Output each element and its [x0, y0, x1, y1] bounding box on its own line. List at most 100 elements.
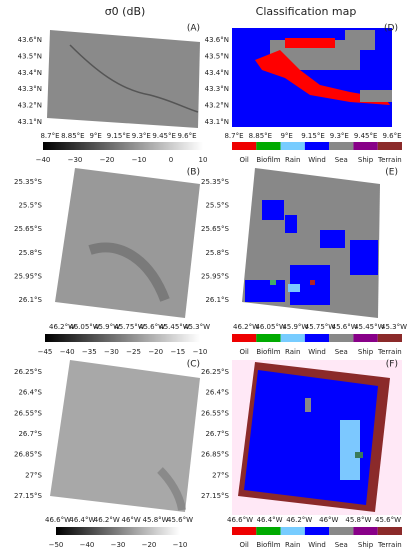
lon-tick-label: 45.8°W: [143, 516, 169, 524]
lat-tick-label: 25.5°S: [205, 202, 229, 210]
lon-tick-label: 45.6°W: [139, 323, 165, 331]
lat-tick-label: 43.4°N: [205, 69, 229, 77]
lat-tick-label: 43.3°N: [18, 85, 42, 93]
colorbar-tick-label: −15: [170, 348, 185, 356]
legend-label: Terrain: [377, 541, 402, 549]
lat-tick-label: 25.35°S: [201, 178, 230, 186]
lon-tick-label: 45.9°W: [94, 323, 120, 331]
legend-swatch: [304, 334, 330, 342]
colorbar-tick-label: −40: [60, 348, 75, 356]
legend-swatch: [256, 142, 281, 150]
legend-label: Wind: [308, 541, 326, 549]
colorbar-tick-label: −20: [142, 541, 157, 549]
lat-tick-label: 26.85°S: [201, 451, 230, 459]
legend-swatch: [353, 334, 378, 342]
legend-swatch: [280, 142, 305, 150]
legend-swatch: [329, 142, 354, 150]
legend-label: Wind: [308, 348, 326, 356]
legend-label: Oil: [239, 156, 248, 164]
colorbar-tick-label: −20: [148, 348, 163, 356]
legend-swatch: [329, 334, 354, 342]
lat-tick-label: 26.1°S: [205, 296, 229, 304]
lon-tick-label: 45.3°W: [184, 323, 210, 331]
lon-tick-label: 46.2°W: [94, 516, 120, 524]
colorbar-tick-label: −20: [100, 156, 115, 164]
legend-swatch: [280, 334, 305, 342]
lon-tick-label: 45.6°W: [167, 516, 193, 524]
colorbar-tick-label: −25: [126, 348, 141, 356]
lon-tick-label: 45.45°W: [354, 323, 385, 331]
lat-tick-label: 27°S: [212, 471, 229, 479]
legend-label: Ship: [358, 156, 374, 164]
lat-tick-label: 43.1°N: [205, 118, 229, 126]
legend-swatch: [353, 527, 378, 535]
lon-tick-label: 9°E: [89, 132, 101, 140]
lat-tick-label: 27.15°S: [14, 492, 43, 500]
panel-label: (C): [187, 360, 200, 370]
lat-tick-label: 27.15°S: [201, 492, 230, 500]
lat-tick-label: 43.2°N: [205, 102, 229, 110]
lat-tick-label: 43.4°N: [18, 69, 42, 77]
lon-tick-label: 9.3°E: [132, 132, 151, 140]
legend-swatch: [256, 527, 281, 535]
legend-label: Biofilm: [256, 348, 280, 356]
lon-tick-label: 8.7°E: [40, 132, 59, 140]
lon-tick-label: 9.6°E: [382, 132, 401, 140]
lat-tick-label: 25.65°S: [201, 225, 230, 233]
lat-tick-label: 43.2°N: [18, 102, 42, 110]
legend-label: Ship: [358, 348, 374, 356]
legend-swatch: [304, 527, 330, 535]
class-map: [242, 168, 380, 318]
legend-swatch: [329, 527, 354, 535]
legend-swatch: [304, 142, 330, 150]
class-map: [232, 360, 402, 515]
lon-tick-label: 45.3°W: [381, 323, 407, 331]
column-title: σ0 (dB): [105, 5, 146, 18]
column-title: Classification map: [256, 5, 357, 18]
colorbar-tick-label: −10: [132, 156, 147, 164]
lat-tick-label: 25.95°S: [14, 272, 43, 280]
colorbar: [43, 142, 203, 150]
colorbar: [45, 334, 200, 342]
colorbar-tick-label: 0: [169, 156, 173, 164]
legend-swatch: [377, 527, 402, 535]
colorbar-tick-label: −35: [82, 348, 97, 356]
lat-tick-label: 26.55°S: [201, 409, 230, 417]
legend-swatch: [377, 142, 402, 150]
legend-label: Biofilm: [256, 156, 280, 164]
lon-tick-label: 9.45°E: [354, 132, 378, 140]
lon-tick-label: 8.7°E: [224, 132, 243, 140]
colorbar-tick-label: −50: [49, 541, 64, 549]
lon-tick-label: 9.3°E: [330, 132, 349, 140]
legend-label: Wind: [308, 156, 326, 164]
legend-label: Rain: [285, 541, 300, 549]
colorbar-tick-label: −30: [111, 541, 126, 549]
lat-tick-label: 26.7°S: [18, 430, 42, 438]
legend-label: Ship: [358, 541, 374, 549]
colorbar-tick-label: −30: [68, 156, 83, 164]
lat-tick-label: 25.65°S: [14, 225, 43, 233]
lon-tick-label: 46.05°W: [69, 323, 100, 331]
lon-tick-label: 9°E: [280, 132, 292, 140]
colorbar-tick-label: −30: [104, 348, 119, 356]
lon-tick-label: 9.15°E: [301, 132, 325, 140]
lat-tick-label: 25.8°S: [205, 249, 229, 257]
lon-tick-label: 46.2°W: [233, 323, 259, 331]
panel-label: (D): [384, 24, 398, 34]
sar-image: [47, 30, 200, 128]
lat-tick-label: 26.4°S: [205, 389, 229, 397]
colorbar-tick-label: −45: [38, 348, 53, 356]
legend-label: Oil: [239, 348, 248, 356]
legend-label: Sea: [335, 348, 348, 356]
lon-tick-label: 46.2°W: [49, 323, 75, 331]
lon-tick-label: 46°W: [319, 516, 338, 524]
colorbar: [56, 527, 180, 535]
lat-tick-label: 27°S: [25, 471, 42, 479]
legend-swatch: [232, 527, 257, 535]
lon-tick-label: 8.85°E: [249, 132, 273, 140]
lat-tick-label: 26.85°S: [14, 451, 43, 459]
lon-tick-label: 9.45°E: [152, 132, 176, 140]
legend-label: Rain: [285, 348, 300, 356]
lat-tick-label: 43.5°N: [18, 52, 42, 60]
lat-tick-label: 26.1°S: [18, 296, 42, 304]
